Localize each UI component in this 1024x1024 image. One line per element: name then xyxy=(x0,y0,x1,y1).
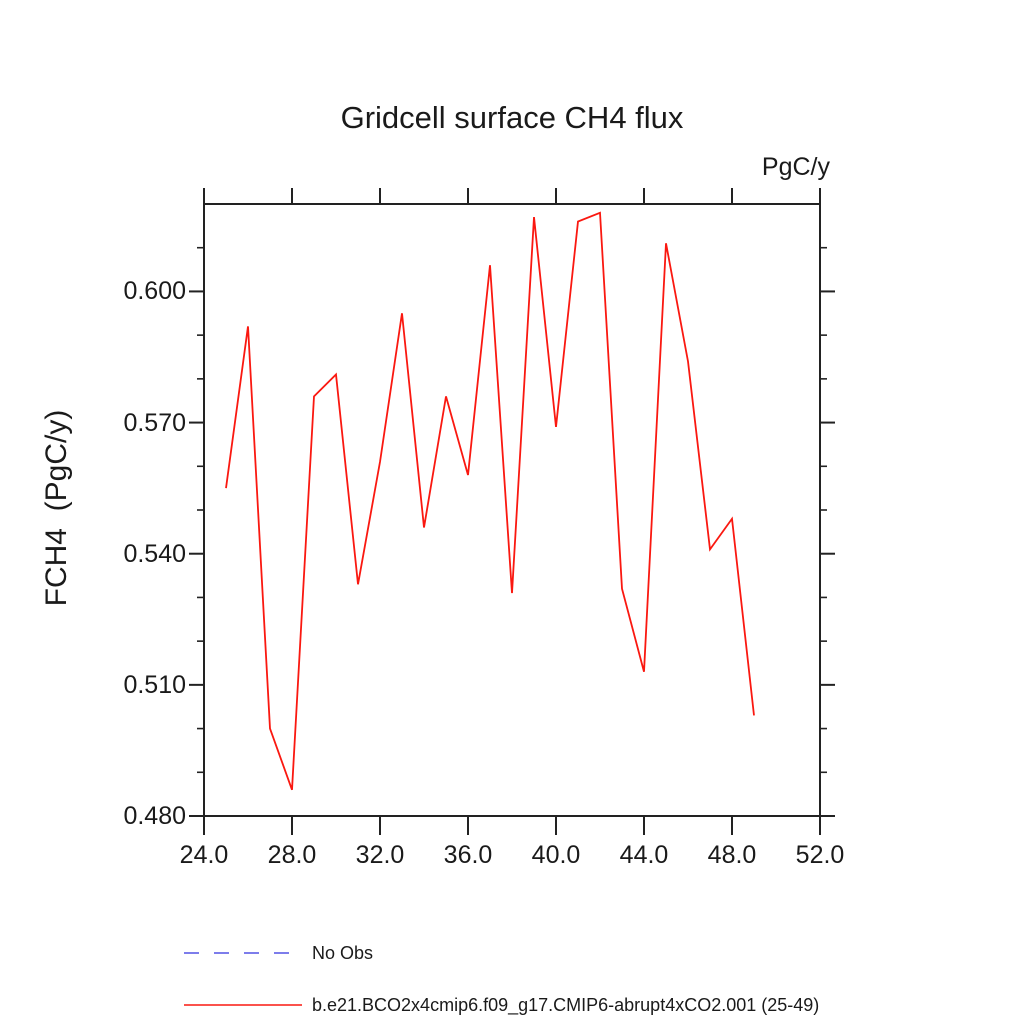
series-line-abrupt4xco2 xyxy=(225,211,755,791)
legend-label-series: b.e21.BCO2x4cmip6.f09_g17.CMIP6-abrupt4x… xyxy=(312,995,820,1015)
legend-label-no-obs: No Obs xyxy=(312,943,374,963)
units-label: PgC/y xyxy=(761,153,830,181)
chart-title: Gridcell surface CH4 flux xyxy=(340,100,684,135)
